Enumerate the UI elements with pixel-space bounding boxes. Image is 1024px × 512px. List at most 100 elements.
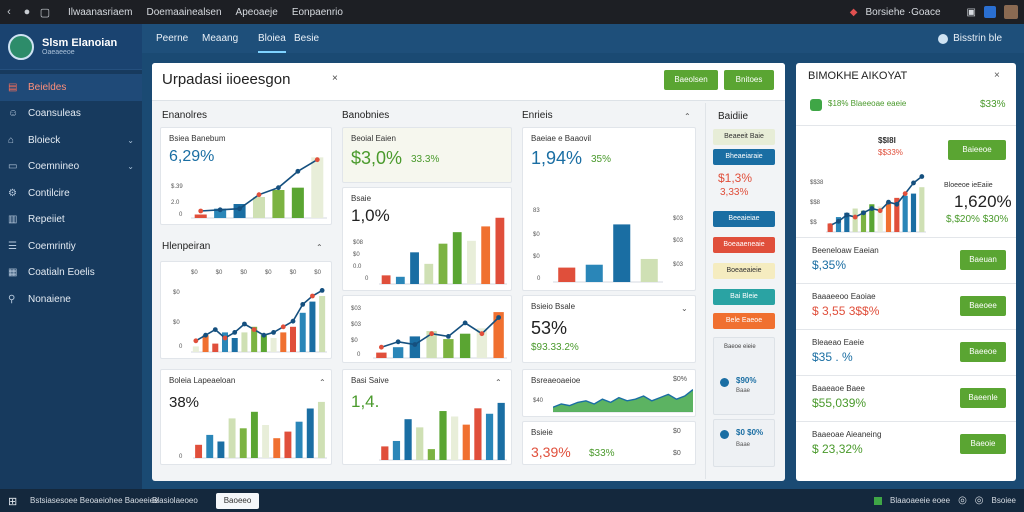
kpi-card-2[interactable]: Beoial Eaien $3,0% 33.3% [342, 127, 512, 183]
primary-button[interactable]: Baeolsen [664, 70, 718, 90]
kpi-card-5[interactable]: $03 $03 $0 0 [342, 295, 512, 363]
data-point [300, 302, 306, 307]
back-icon[interactable]: ‹ [7, 6, 11, 18]
bar [291, 187, 304, 218]
user-text[interactable]: Borsiehe ·Goace [865, 6, 941, 18]
grid-icon[interactable]: ⊞ [8, 496, 18, 508]
kpi-card-10[interactable]: Bsieie $0 3,39% $33% $0 [522, 421, 696, 465]
filter-button-5[interactable]: Boeaeaieie [713, 263, 775, 279]
x-label: $0 [215, 270, 223, 276]
sidebar-item-label: Contilcire [28, 187, 70, 199]
kpi-card-4[interactable]: Bsaie 1,0% $08 $0 0.0 0 [342, 187, 512, 291]
bar [443, 339, 454, 358]
help-icon[interactable]: ◎ [958, 495, 967, 506]
bar [410, 252, 419, 284]
sidebar-item-2[interactable]: ☺ Coansuleas [0, 101, 142, 128]
metric-button[interactable]: Baeenle [960, 388, 1006, 408]
data-point [271, 330, 276, 335]
metric-button[interactable]: Baeeoe [960, 342, 1006, 362]
data-point [242, 321, 247, 327]
sidebar-item-5[interactable]: ⚙ Contilcire [0, 180, 142, 207]
data-point [462, 320, 468, 326]
chevron-down-icon[interactable]: ⌄ [681, 304, 688, 313]
dashboard-icon: ▤ [8, 81, 18, 93]
metric-button[interactable]: Baeoee [960, 296, 1006, 316]
kpi-card-9[interactable]: Bsreaeoaeioe $0% $40 [522, 369, 696, 417]
section-title-2: Banobnies [342, 110, 390, 121]
sidebar-item-1[interactable]: ▤ Beieldes [0, 74, 142, 101]
tab-bloiea[interactable]: Bloiea [258, 24, 286, 53]
trend-card[interactable]: $0 $0 $0 $0 $0 $0 $0 $0 0 [160, 261, 332, 359]
chevron-up-icon[interactable]: ⌃ [316, 243, 323, 252]
sidebar-item-8[interactable]: ▦ Coatialn Eoelis [0, 260, 142, 287]
sidebar-item-3[interactable]: ⌂ Bloieck ⌄ [0, 127, 142, 154]
screen-icon[interactable]: ▣ [966, 6, 976, 18]
close-icon[interactable]: × [332, 73, 338, 84]
card-sub-value: 35% [591, 154, 612, 165]
settings-icon[interactable]: ◎ [974, 495, 984, 506]
box-value: $0 $0% [736, 428, 764, 437]
window-icon[interactable]: ▢ [39, 6, 51, 19]
avatar[interactable] [1004, 5, 1018, 19]
filter-button-2[interactable]: Bheaeiaraie [713, 149, 775, 165]
filter-button-3[interactable]: Beeaieiae [713, 211, 775, 227]
right-label: $03 [673, 262, 684, 268]
flag-icon[interactable] [984, 6, 996, 18]
bar [250, 411, 258, 458]
right-panel-title: BIMOKHE AIKOYAT [808, 70, 908, 82]
bar [585, 264, 603, 282]
area-chart [553, 389, 693, 413]
bar [640, 258, 658, 282]
chevron-up-icon[interactable]: ⌃ [684, 112, 691, 121]
bell-icon[interactable]: ◆ [849, 6, 858, 18]
tab-besie[interactable]: Besie [294, 33, 320, 44]
bar [438, 243, 448, 284]
y-label: $$38 [810, 180, 824, 186]
info-icon [720, 430, 729, 439]
bar [295, 421, 303, 458]
menu-item-2[interactable]: Doemaainealsen [146, 6, 222, 18]
sidebar-item-9[interactable]: ⚲ Nonaiene [0, 286, 142, 313]
data-point [251, 327, 257, 332]
sidebar-item-6[interactable]: ▥ Repeiiet [0, 207, 142, 234]
filter-button-1[interactable]: Beaeeit Baie [713, 129, 775, 145]
data-point [256, 192, 262, 198]
kpi-card-7[interactable]: Boleia Lapeaeloan ⌃ 38% 0 [160, 369, 332, 465]
tab-action[interactable]: Bisstrin ble [938, 24, 1002, 53]
bar-chart [379, 402, 507, 461]
main-panel: Urpadasi iioeesgon × Baeolsen Bnitoes En… [152, 63, 785, 481]
close-icon[interactable]: × [994, 70, 1000, 81]
filter-button-4[interactable]: Boeaaeneaie [713, 237, 775, 253]
menu-item-1[interactable]: Ilwaanasriaem [68, 6, 133, 18]
info-icon [720, 378, 729, 387]
profile[interactable]: Slsm Elanoian Oaeaeeoe [0, 24, 142, 70]
kpi-card-1[interactable]: Bsiea Banebum 6,29% $.39 2.0 0 [160, 127, 332, 225]
chevron-up-icon[interactable]: ⌃ [319, 378, 326, 387]
bar [409, 336, 421, 358]
chart-button[interactable]: Baieeoe [948, 140, 1006, 160]
sidebar-item-7[interactable]: ☰ Coemrintiy [0, 233, 142, 260]
metric-value: $,35% [812, 258, 847, 272]
metric-button[interactable]: Baeuan [960, 250, 1006, 270]
filter-button-6[interactable]: Bai Bleie [713, 289, 775, 305]
status-button[interactable]: Baoeeo [216, 493, 259, 509]
bar [381, 275, 391, 284]
bar [424, 263, 434, 284]
kpi-card-6[interactable]: Bsieio Bsale ⌄ 53% $93.33.2% [522, 295, 696, 363]
chevron-up-icon[interactable]: ⌃ [495, 378, 502, 387]
kpi-card-3[interactable]: Baeiae e Baaovil 1,94% 35% 83 $0 $0 0 $0… [522, 127, 696, 291]
secondary-button[interactable]: Bnitoes [724, 70, 774, 90]
bar [392, 347, 404, 358]
menu-item-4[interactable]: Eonpaenrio [291, 6, 343, 18]
status-text: Bstsiasesoee Beoaeiohee Baoeeiee [30, 496, 159, 505]
tab-peerne[interactable]: Peerne [156, 33, 189, 44]
apple-icon[interactable]: ● [23, 6, 31, 18]
kpi-card-8[interactable]: Basi Saive ⌃ 1,4. [342, 369, 512, 465]
sidebar-item-label: Nonaiene [28, 293, 71, 305]
filter-button-7[interactable]: Bele Eaeoe [713, 313, 775, 329]
metric-button[interactable]: Baeoie [960, 434, 1006, 454]
bar [319, 296, 326, 352]
sidebar-item-4[interactable]: ▭ Coemnineo ⌄ [0, 154, 142, 181]
menu-item-3[interactable]: Apeoaeje [235, 6, 278, 18]
tab-meaang[interactable]: Meaang [202, 33, 239, 44]
